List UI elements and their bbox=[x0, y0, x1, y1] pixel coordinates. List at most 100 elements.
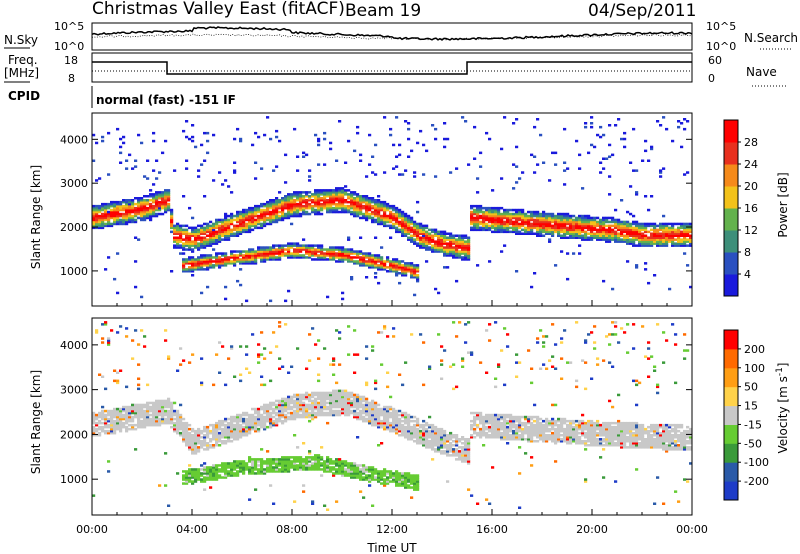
data-cell bbox=[158, 407, 162, 411]
data-cell bbox=[299, 206, 303, 210]
data-cell bbox=[359, 478, 363, 481]
data-cell bbox=[500, 147, 504, 151]
data-cell bbox=[644, 195, 648, 198]
data-cell bbox=[506, 222, 510, 226]
data-cell bbox=[104, 323, 108, 326]
data-cell bbox=[275, 204, 279, 208]
data-cell bbox=[257, 208, 261, 212]
data-cell bbox=[650, 232, 654, 235]
data-cell bbox=[353, 397, 357, 401]
data-cell bbox=[185, 248, 189, 251]
data-cell bbox=[602, 222, 606, 226]
data-cell bbox=[251, 333, 255, 336]
data-cell bbox=[359, 200, 363, 204]
data-cell bbox=[689, 240, 693, 243]
data-cell bbox=[539, 230, 543, 234]
data-cell bbox=[200, 163, 204, 166]
data-cell bbox=[425, 242, 429, 245]
data-cell bbox=[617, 224, 621, 228]
data-cell bbox=[284, 252, 288, 255]
data-cell bbox=[515, 145, 519, 149]
data-cell bbox=[296, 195, 300, 198]
data-cell bbox=[275, 129, 279, 133]
data-cell bbox=[401, 216, 405, 220]
data-cell bbox=[317, 462, 321, 465]
data-cell bbox=[326, 191, 330, 194]
data-cell bbox=[590, 226, 594, 230]
data-cell bbox=[317, 246, 321, 249]
data-cell bbox=[275, 466, 279, 469]
data-cell bbox=[371, 218, 375, 222]
data-cell bbox=[200, 446, 204, 449]
data-cell bbox=[215, 434, 219, 437]
data-cell bbox=[239, 214, 243, 218]
data-cell bbox=[131, 214, 135, 218]
data-cell bbox=[545, 228, 549, 232]
data-cell bbox=[548, 220, 552, 224]
data-cell bbox=[119, 214, 123, 218]
data-cell bbox=[635, 224, 639, 228]
data-cell bbox=[263, 460, 267, 463]
data-cell bbox=[365, 413, 369, 417]
data-cell bbox=[530, 285, 534, 289]
data-cell bbox=[233, 375, 237, 378]
data-cell bbox=[386, 470, 390, 473]
data-cell bbox=[200, 264, 204, 267]
data-cell bbox=[278, 216, 282, 220]
data-cell bbox=[188, 258, 192, 261]
data-cell bbox=[341, 195, 345, 198]
data-cell bbox=[218, 224, 222, 228]
data-cell bbox=[209, 423, 213, 427]
data-cell bbox=[311, 254, 315, 257]
data-cell bbox=[212, 234, 216, 237]
data-cell bbox=[206, 264, 210, 267]
data-cell bbox=[107, 341, 111, 344]
data-cell bbox=[194, 436, 198, 439]
data-cell bbox=[278, 415, 282, 419]
data-cell bbox=[194, 236, 198, 239]
data-cell bbox=[653, 224, 657, 228]
data-cell bbox=[185, 476, 189, 479]
date-label: 04/Sep/2011 bbox=[588, 1, 696, 21]
data-cell bbox=[248, 371, 252, 374]
data-cell bbox=[248, 258, 252, 261]
data-cell bbox=[335, 462, 339, 465]
data-cell bbox=[464, 234, 468, 237]
data-cell bbox=[182, 476, 186, 479]
data-cell bbox=[344, 389, 348, 393]
data-cell bbox=[413, 268, 417, 271]
data-cell bbox=[329, 403, 333, 407]
data-cell bbox=[119, 145, 123, 149]
data-cell bbox=[536, 210, 540, 214]
data-cell bbox=[326, 468, 330, 471]
data-cell bbox=[287, 250, 291, 253]
data-cell bbox=[440, 240, 444, 243]
data-cell bbox=[599, 125, 603, 129]
data-cell bbox=[368, 417, 372, 421]
data-cell bbox=[623, 222, 627, 226]
data-cell bbox=[620, 220, 624, 224]
data-cell bbox=[245, 252, 249, 255]
data-cell bbox=[95, 179, 99, 182]
data-cell bbox=[581, 236, 585, 239]
data-cell bbox=[584, 216, 588, 220]
data-cell bbox=[455, 250, 459, 253]
data-cell bbox=[407, 155, 411, 158]
data-cell bbox=[509, 216, 513, 220]
data-cell bbox=[299, 405, 303, 409]
data-cell bbox=[197, 440, 201, 443]
data-cell bbox=[146, 202, 150, 206]
data-cell bbox=[227, 357, 231, 360]
data-cell bbox=[197, 472, 201, 475]
data-cell bbox=[443, 238, 447, 241]
data-cell bbox=[170, 415, 174, 419]
data-cell bbox=[272, 401, 276, 405]
data-cell bbox=[686, 226, 690, 230]
data-cell bbox=[602, 216, 606, 220]
data-cell bbox=[158, 197, 162, 200]
data-cell bbox=[296, 244, 300, 247]
data-cell bbox=[215, 218, 219, 222]
data-cell bbox=[218, 240, 222, 243]
data-cell bbox=[374, 470, 378, 473]
data-cell bbox=[248, 208, 252, 212]
